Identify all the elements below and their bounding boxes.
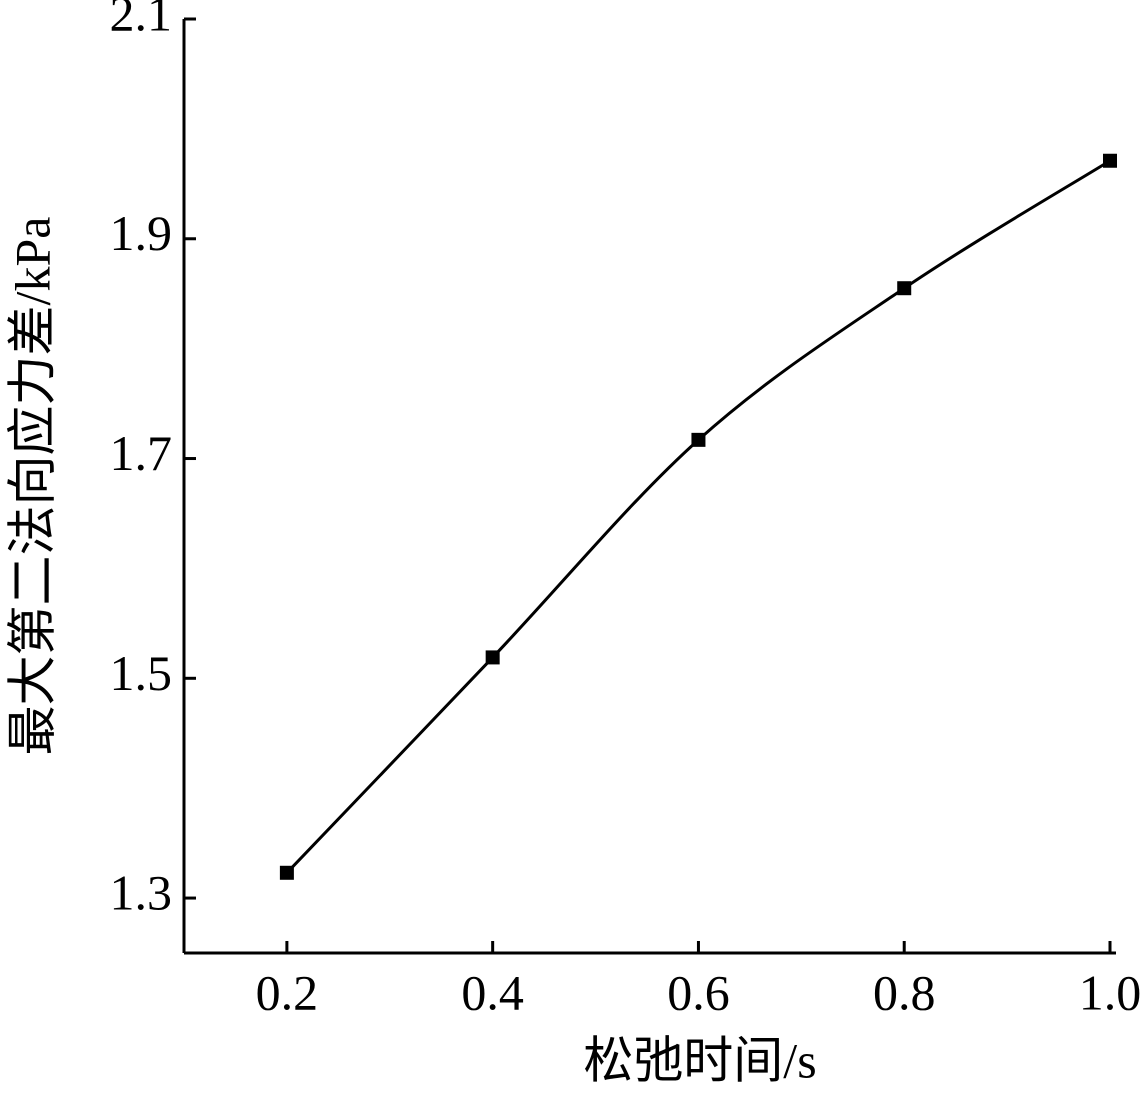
data-point <box>691 432 706 447</box>
y-tick-label: 1.5 <box>110 645 173 701</box>
data-point <box>1103 153 1117 168</box>
y-tick-label: 1.3 <box>110 865 173 921</box>
data-point <box>897 281 912 296</box>
x-tick-label: 0.2 <box>256 964 319 1020</box>
x-tick-label: 0.6 <box>667 964 730 1020</box>
y-tick-label: 2.1 <box>110 0 173 41</box>
y-tick-label: 1.9 <box>110 205 173 261</box>
data-point <box>485 650 500 665</box>
x-tick-label: 0.8 <box>873 964 936 1020</box>
x-tick-label: 1.0 <box>1079 964 1142 1020</box>
x-axis-label: 松弛时间/s <box>583 1032 816 1088</box>
y-tick-label: 1.7 <box>110 425 173 481</box>
data-point <box>279 865 294 880</box>
x-tick-label: 0.4 <box>461 964 524 1020</box>
y-axis-label: 最大第二法向应力差/kPa <box>4 217 60 756</box>
data-line <box>285 159 1111 874</box>
